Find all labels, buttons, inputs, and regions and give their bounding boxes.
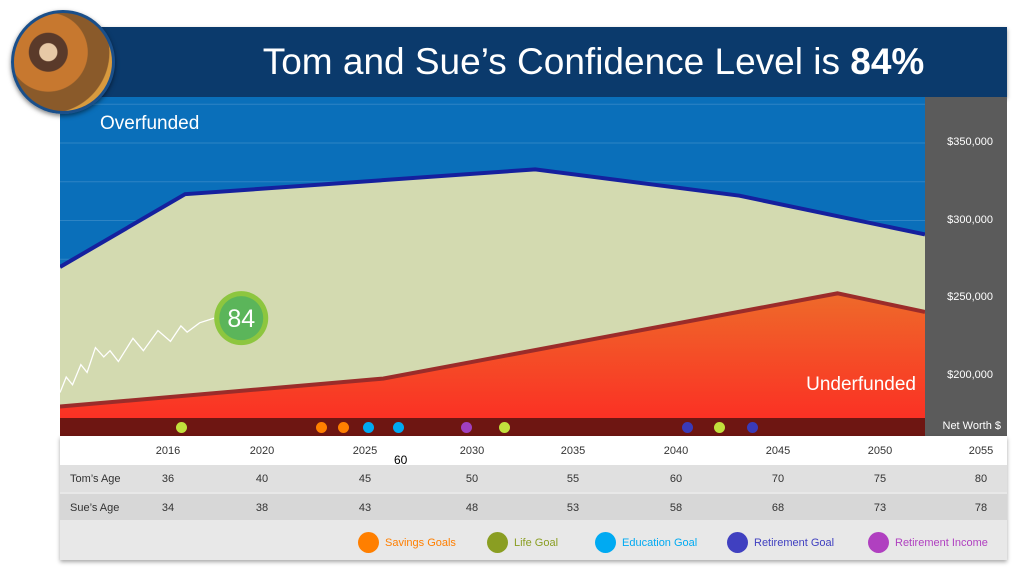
lower-goal-line — [60, 291, 925, 409]
y-tick-label: $350,000 — [947, 136, 993, 148]
event-marker-life[interactable] — [498, 422, 510, 433]
legend-label: Life Goal — [514, 536, 559, 549]
age-cell: 73 — [873, 502, 887, 514]
y-tick-label: $200,000 — [947, 368, 993, 381]
event-marker-life[interactable] — [713, 422, 725, 433]
legend-dot-icon — [595, 532, 616, 553]
page-title: Tom and Sue’s Confidence Level is 84% — [180, 27, 1007, 97]
age-cell: 75 — [873, 473, 887, 485]
legend-label: Retirement Income — [895, 536, 988, 549]
table-row: Tom’s Age 36 40 45 50 55 60 70 75 80 — [60, 465, 1007, 492]
y-axis-panel: $350,000 $300,000 $250,000 $200,000 Net Wort… — [925, 97, 1007, 436]
age-cell: 78 — [974, 502, 988, 514]
legend-item-retirement-income: Retirement Income — [868, 532, 988, 553]
age-cell: 58 — [669, 502, 683, 514]
event-marker-retirement[interactable] — [682, 422, 694, 433]
legend-dot-icon — [868, 532, 889, 553]
row-label: Tom’s Age — [70, 473, 121, 485]
event-strip — [60, 418, 925, 436]
age-cell: 53 — [566, 502, 580, 514]
year-label: 2045 — [765, 445, 791, 457]
event-marker-education[interactable] — [363, 422, 375, 433]
age-cell: 60 — [669, 473, 683, 485]
legend-label: Retirement Goal — [754, 536, 835, 549]
upper-goal-line — [60, 167, 925, 269]
table-row: Sue’s Age 34 38 43 48 53 58 68 73 78 — [60, 494, 1007, 520]
confidence-badge — [219, 296, 264, 341]
age-cell: 45 — [358, 473, 372, 485]
y-tick-label: $300,000 — [947, 213, 993, 226]
legend-dot-icon — [727, 532, 748, 553]
confidence-score: 84 — [227, 305, 255, 333]
client-photo-avatar — [11, 10, 115, 114]
legend-dot-icon — [358, 532, 379, 553]
year-label: 2025 — [352, 445, 378, 457]
confidence-trend-line — [60, 317, 215, 393]
age-cell: 50 — [465, 473, 479, 485]
year-label: 2055 — [968, 445, 994, 457]
legend-item-education: Education Goal — [595, 532, 697, 553]
event-marker-savings[interactable] — [338, 422, 350, 433]
year-label: 2035 — [560, 445, 586, 457]
age-cell: 55 — [566, 473, 580, 485]
row-label: Sue’s Age — [70, 502, 120, 514]
event-marker-retirement-income[interactable] — [461, 422, 473, 433]
year-label: 2020 — [249, 445, 275, 457]
underfunded-area — [60, 293, 925, 418]
legend-label: Savings Goals — [385, 536, 456, 549]
age-cell: 36 — [161, 473, 175, 485]
stray-label: 60 — [394, 453, 408, 467]
title-text: Tom and Sue’s Confidence Level is — [262, 41, 851, 82]
age-cell: 68 — [771, 502, 785, 514]
age-cell: 48 — [465, 502, 479, 514]
overfunded-label: Overfunded — [100, 113, 199, 134]
event-marker-savings[interactable] — [315, 422, 327, 433]
underfunded-label: Underfunded — [806, 374, 916, 395]
y-axis-label: Net Worth $ — [942, 420, 1002, 432]
legend-label: Education Goal — [622, 536, 698, 549]
event-marker-education[interactable] — [392, 422, 404, 433]
event-marker-retirement[interactable] — [747, 422, 758, 433]
legend-item-savings: Savings Goals — [358, 532, 456, 553]
legend-dot-icon — [487, 532, 508, 553]
age-cell: 70 — [771, 473, 785, 485]
legend-item-life: Life Goal — [487, 532, 558, 553]
event-marker-life[interactable] — [175, 422, 187, 433]
confidence-value: 84% — [850, 41, 925, 82]
age-cell: 80 — [974, 473, 988, 485]
legend-item-retirement: Retirement Goal — [727, 532, 834, 553]
year-label: 2040 — [663, 445, 689, 457]
year-label: 2050 — [867, 445, 893, 457]
year-label: 2016 — [155, 445, 181, 457]
year-label: 2030 — [459, 445, 485, 457]
year-header-row: 2016 2020 2025 2030 2035 2040 2045 2050 2055 — [60, 436, 1007, 465]
age-cell: 43 — [358, 502, 372, 514]
age-table: 2016 2020 2025 2030 2035 2040 2045 2050 2055 60 … — [60, 436, 1007, 560]
age-cell: 40 — [255, 473, 269, 485]
y-tick-label: $250,000 — [947, 291, 993, 303]
confidence-chart: 84 Overfunded Underfunded — [60, 97, 925, 418]
age-cell: 34 — [161, 502, 175, 514]
header-bar: Tom and Sue’s Confidence Level is 84% — [60, 27, 1007, 97]
age-cell: 38 — [255, 502, 269, 514]
